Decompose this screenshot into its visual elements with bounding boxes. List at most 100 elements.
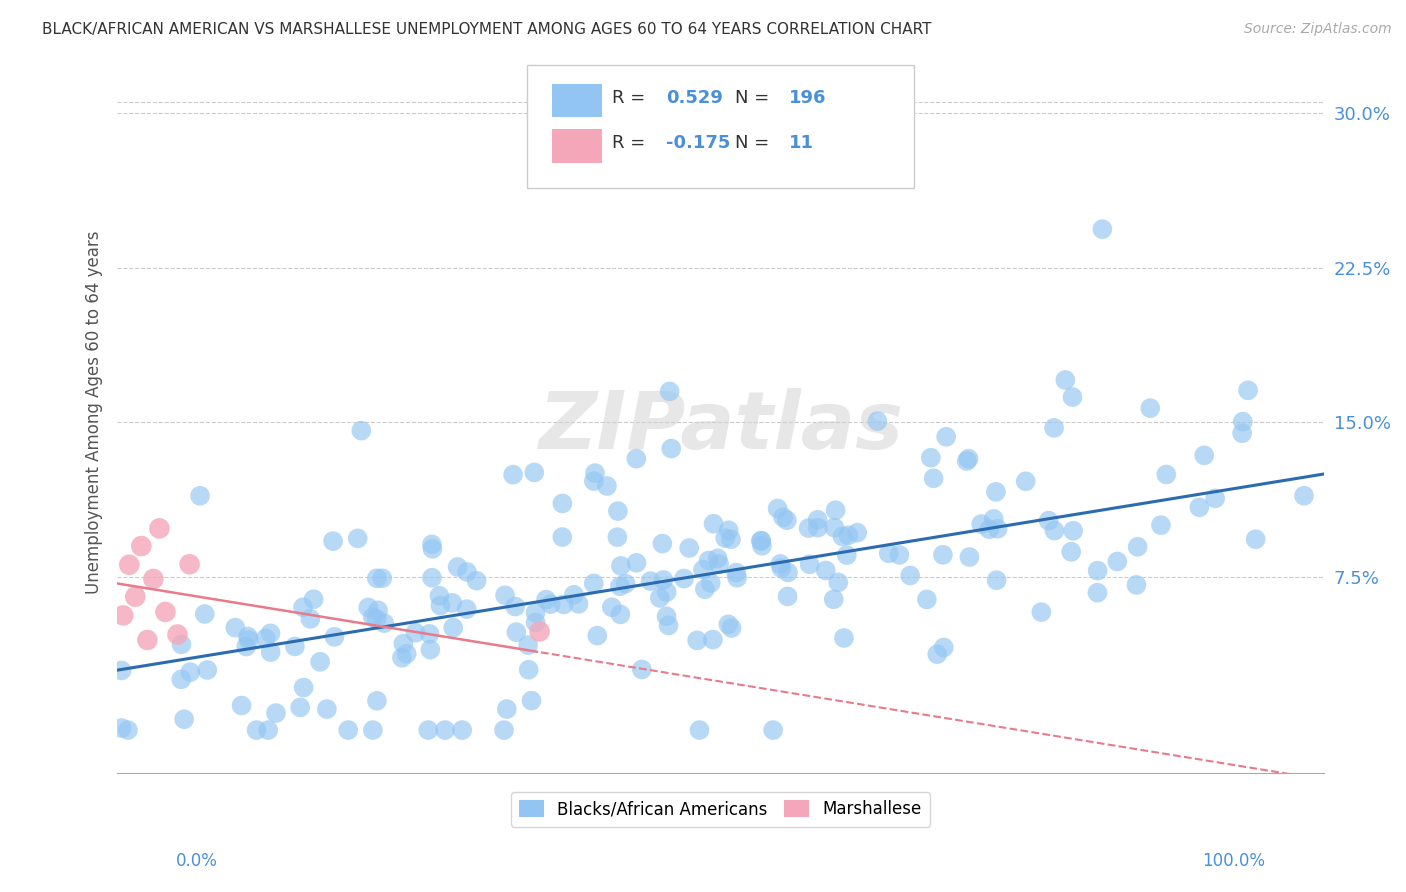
Point: [361, 610, 384, 624]
Text: R =: R =: [612, 134, 651, 153]
Point: [659, 442, 682, 456]
Point: [986, 573, 1008, 587]
Point: [983, 512, 1005, 526]
Point: [1156, 467, 1178, 482]
Point: [1060, 545, 1083, 559]
Point: [714, 531, 737, 545]
Point: [720, 533, 742, 547]
Point: [259, 645, 281, 659]
Point: [136, 632, 159, 647]
Point: [957, 549, 980, 564]
Text: 11: 11: [789, 134, 814, 153]
Point: [772, 510, 794, 524]
Point: [799, 558, 821, 572]
Point: [224, 621, 246, 635]
Point: [350, 424, 373, 438]
Point: [422, 541, 444, 556]
Point: [1139, 401, 1161, 416]
Point: [434, 723, 457, 737]
Point: [195, 663, 218, 677]
Point: [1091, 222, 1114, 236]
Point: [702, 632, 724, 647]
Point: [419, 627, 441, 641]
Point: [927, 647, 949, 661]
Point: [194, 607, 217, 621]
Point: [1230, 426, 1253, 441]
Point: [655, 609, 678, 624]
Point: [1015, 475, 1038, 489]
Point: [371, 571, 394, 585]
Point: [686, 633, 709, 648]
Point: [725, 566, 748, 580]
Point: [957, 451, 980, 466]
Point: [614, 576, 637, 591]
Point: [1192, 448, 1215, 462]
Point: [672, 572, 695, 586]
Point: [366, 612, 388, 626]
Point: [769, 557, 792, 571]
Point: [678, 541, 700, 555]
Point: [770, 561, 793, 575]
Point: [979, 522, 1001, 536]
Text: N =: N =: [735, 134, 775, 153]
Point: [824, 503, 846, 517]
Point: [238, 632, 260, 647]
Text: ZIPatlas: ZIPatlas: [538, 387, 903, 466]
Point: [697, 553, 720, 567]
Point: [776, 513, 799, 527]
Point: [692, 563, 714, 577]
Point: [245, 723, 267, 737]
Point: [717, 617, 740, 632]
Text: N =: N =: [735, 88, 775, 107]
Point: [1292, 489, 1315, 503]
Text: 0.0%: 0.0%: [176, 852, 218, 870]
Text: 196: 196: [789, 88, 827, 107]
Point: [337, 723, 360, 737]
Point: [1232, 415, 1254, 429]
Point: [640, 574, 662, 588]
Point: [188, 489, 211, 503]
Point: [866, 414, 889, 428]
Point: [170, 673, 193, 687]
Point: [582, 474, 605, 488]
Point: [264, 706, 287, 720]
Point: [173, 712, 195, 726]
Point: [1031, 605, 1053, 619]
Point: [418, 723, 440, 737]
Point: [725, 571, 748, 585]
Point: [456, 565, 478, 579]
Point: [392, 637, 415, 651]
Point: [1062, 390, 1084, 404]
Point: [706, 551, 728, 566]
Point: [494, 588, 516, 602]
Point: [367, 603, 389, 617]
Point: [984, 484, 1007, 499]
Point: [451, 723, 474, 737]
Point: [922, 471, 945, 485]
Point: [292, 681, 315, 695]
Point: [567, 597, 589, 611]
Point: [118, 558, 141, 572]
Point: [609, 607, 631, 622]
Point: [807, 513, 830, 527]
Point: [299, 612, 322, 626]
FancyBboxPatch shape: [551, 129, 602, 162]
Point: [492, 723, 515, 737]
Point: [935, 430, 957, 444]
Point: [529, 624, 551, 639]
Point: [658, 384, 681, 399]
Point: [170, 637, 193, 651]
Point: [606, 530, 628, 544]
Point: [419, 642, 441, 657]
FancyBboxPatch shape: [551, 84, 602, 117]
Point: [155, 605, 177, 619]
Point: [606, 504, 628, 518]
Point: [1126, 540, 1149, 554]
Point: [124, 590, 146, 604]
Point: [1043, 421, 1066, 435]
Point: [148, 521, 170, 535]
Point: [749, 533, 772, 548]
Point: [827, 575, 849, 590]
Point: [166, 627, 188, 641]
Point: [1204, 491, 1226, 506]
